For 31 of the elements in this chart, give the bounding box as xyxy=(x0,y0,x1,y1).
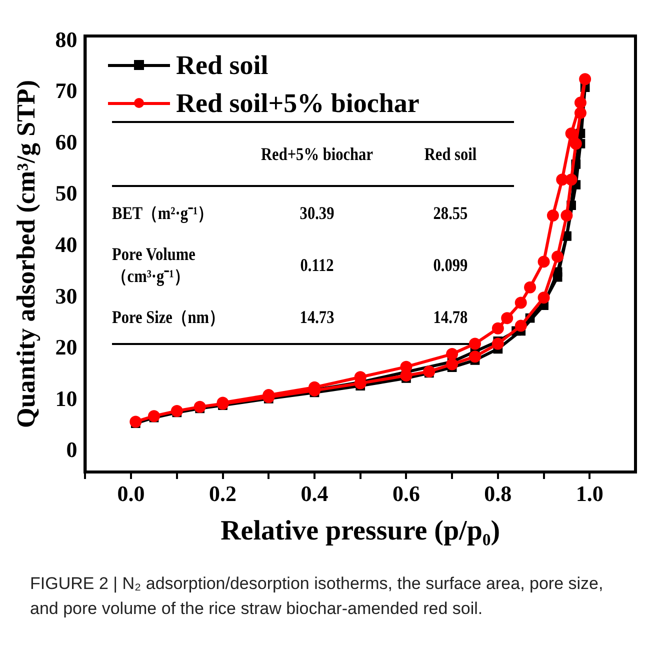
x-tick-label: 0.0 xyxy=(117,480,145,506)
y-tick-label: 70 xyxy=(55,78,78,104)
y-tick-label: 80 xyxy=(55,26,78,52)
x-axis-title: Relative pressure (p/p₀) xyxy=(220,515,500,546)
legend-label: Red soil+5% biochar xyxy=(176,88,420,118)
caption: FIGURE 2 | N₂ adsorption/desorption isotherms, the surface area, pore size, and pore volume of the rice straw biochar-amended red soil. xyxy=(29,573,604,620)
x-tick-label: 0.4 xyxy=(300,480,328,506)
annotation: 28.55 xyxy=(432,202,469,224)
annotation: 30.39 xyxy=(298,202,336,224)
x-tick-label: 1.0 xyxy=(576,480,604,506)
legend-label: Red soil xyxy=(176,50,268,80)
x-tick-label: 0.2 xyxy=(209,480,237,506)
annotation: 14.78 xyxy=(432,306,469,328)
y-tick-label: 50 xyxy=(55,180,78,206)
annotation: Pore Volume（cm³·g⁻¹） xyxy=(112,243,196,287)
annotation: 0.099 xyxy=(432,254,469,276)
annotation: Pore Size（nm） xyxy=(112,306,226,328)
y-tick-label: 0 xyxy=(66,437,78,462)
y-axis-title: Quantity adsorbed (cm³/g STP) xyxy=(11,80,40,428)
x-tick-label: 0.6 xyxy=(392,480,420,506)
annotation: 14.73 xyxy=(298,306,336,328)
y-tick-label: 10 xyxy=(55,386,78,411)
y-tick-label: 40 xyxy=(55,232,78,257)
x-tick-label: 0.8 xyxy=(484,480,512,506)
y-tick-label: 60 xyxy=(55,129,78,154)
y-tick-label: 20 xyxy=(55,334,78,360)
annotation: BET（m²·g⁻¹） xyxy=(112,202,214,224)
annotation: 0.112 xyxy=(299,254,335,276)
annotation: Red+5% biochar xyxy=(260,144,374,164)
y-tick-label: 30 xyxy=(55,283,78,308)
annotation: Red soil xyxy=(423,144,478,164)
